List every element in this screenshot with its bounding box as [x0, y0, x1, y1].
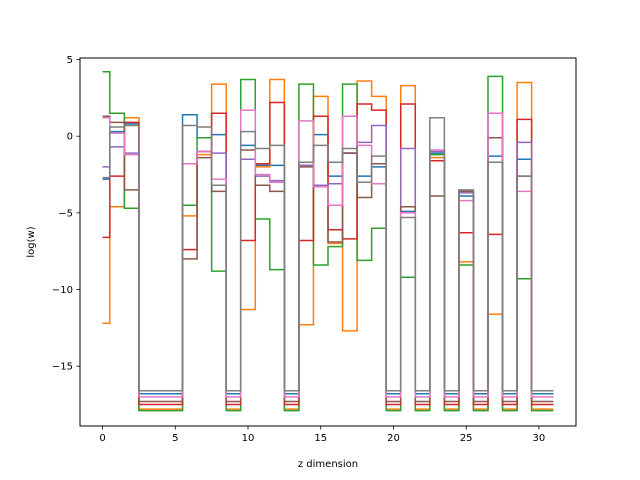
x-tick-label: 5 [172, 433, 178, 444]
y-tick-label: −5 [58, 208, 73, 219]
x-tick-label: 0 [99, 433, 105, 444]
x-tick-label: 25 [460, 433, 473, 444]
y-tick-label: −10 [52, 285, 73, 296]
x-tick-label: 30 [533, 433, 546, 444]
x-axis-ticks: 0 5 10 15 20 25 30 [99, 426, 545, 444]
y-axis-label: log(w) [26, 226, 37, 257]
x-tick-label: 15 [314, 433, 327, 444]
y-tick-label: 0 [67, 132, 73, 143]
x-tick-label: 20 [387, 433, 400, 444]
y-axis-ticks: 5 0 −5 −10 −15 [52, 55, 80, 373]
y-tick-label: −15 [52, 362, 73, 373]
plot-frame [79, 57, 577, 427]
series-line-8 [102, 117, 554, 392]
x-axis-label: z dimension [298, 459, 358, 470]
series-layer [102, 71, 554, 412]
x-tick-label: 10 [242, 433, 255, 444]
y-tick-label: 5 [67, 55, 73, 66]
